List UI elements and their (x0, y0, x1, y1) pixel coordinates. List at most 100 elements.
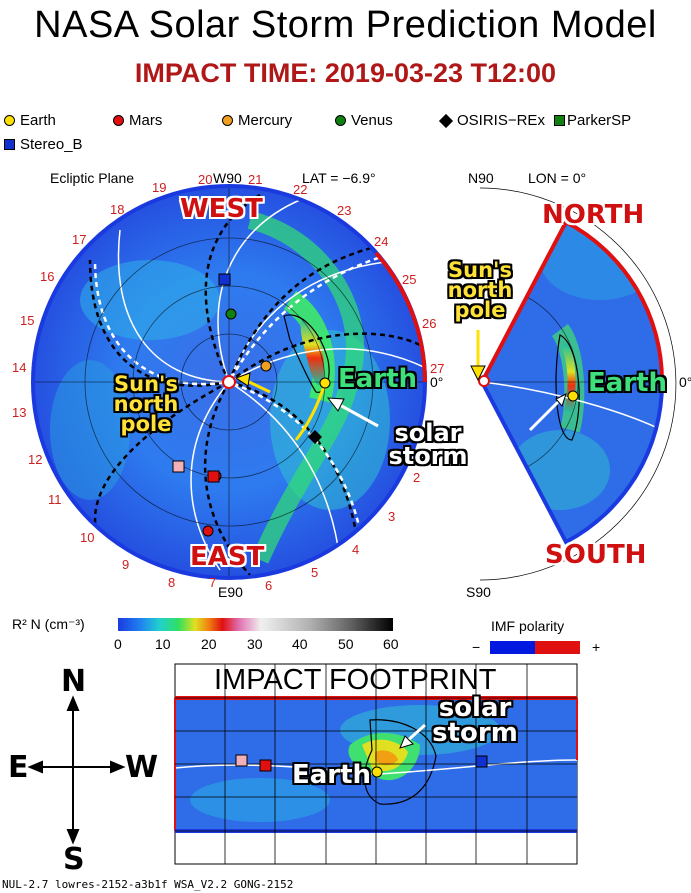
legend-label: Mars (129, 112, 163, 129)
imf-label: IMF polarity (491, 618, 565, 634)
footprint-storm-label: solar storm (432, 693, 518, 748)
tick-label: 1 (412, 450, 420, 465)
legend-parkersp: ParkerSP (554, 112, 631, 129)
sun-icon (222, 375, 236, 389)
colorbar (118, 618, 393, 631)
colorbar-tick: 10 (155, 636, 171, 652)
colorbar-tick: 60 (383, 636, 399, 652)
legend-label: Venus (351, 112, 393, 129)
footprint-earth-label: Earth (292, 760, 372, 790)
footprint-pink-square-icon (235, 754, 248, 767)
legend-label: OSIRIS−REx (457, 112, 545, 129)
ecliptic-plane-label: Ecliptic Plane (50, 170, 135, 186)
tick-label: 19 (152, 180, 167, 195)
tick-label: 18 (110, 202, 125, 217)
ecliptic-zero-label: 0° (430, 374, 444, 390)
ecliptic-top-label: W90 (213, 170, 242, 186)
legend-osiris-rex: OSIRIS−REx (438, 112, 545, 129)
tick-label: 6 (265, 578, 273, 593)
parkersp-marker-icon (554, 115, 565, 126)
compass-icon (27, 695, 126, 845)
venus-icon (225, 308, 237, 320)
legend-earth: Earth (4, 112, 56, 129)
ecliptic-sun-pole-label: Sun's north pole (113, 372, 179, 436)
earth-marker-icon (4, 115, 15, 126)
tick-label: 5 (311, 565, 319, 580)
tick-label: 9 (122, 557, 130, 572)
tick-label: 13 (12, 405, 27, 420)
tick-label: 12 (28, 452, 43, 467)
colorbar-tick: 30 (247, 636, 263, 652)
footprint-title: IMPACT FOOTPRINT (214, 664, 497, 696)
ecliptic-lat-label: LAT = −6.9° (302, 170, 376, 186)
footprint-map (174, 663, 578, 865)
north-label: NORTH (542, 200, 645, 230)
meridional-bottom-label: S90 (466, 584, 491, 600)
tick-label: 11 (48, 492, 62, 507)
tick-label: 16 (40, 269, 55, 284)
legend-stereo-b: Stereo_B (4, 136, 83, 153)
meridional-pole-arrow-icon (470, 365, 486, 382)
west-label: WEST (180, 194, 263, 224)
ecliptic-earth-label: Earth (338, 364, 418, 394)
footprint-earth-icon (371, 766, 383, 778)
sun-pole-arrow-icon (234, 372, 251, 387)
tick-label: 26 (422, 316, 437, 331)
compass-n: N (61, 664, 87, 699)
osiris-rex-icon (308, 430, 322, 444)
imf-minus: − (472, 639, 481, 655)
mars-icon-2 (202, 525, 214, 537)
tick-label: 20 (198, 172, 213, 187)
legend-label: Earth (20, 112, 56, 129)
meridional-lon-label: LON = 0° (528, 170, 587, 186)
footprint-blue-square-icon (475, 755, 488, 768)
ecliptic-storm-label: solar storm (388, 419, 468, 470)
tick-label: 24 (374, 234, 389, 249)
tick-label: 3 (388, 509, 396, 524)
east-label: EAST (190, 542, 265, 572)
tick-label: 21 (248, 172, 263, 187)
footer-text: NUL-2.7 lowres-2152-a3b1f WSA_V2.2 GONG-… (2, 878, 294, 891)
colorbar-tick: 40 (292, 636, 308, 652)
legend-label: Mercury (238, 112, 293, 129)
meridional-top-label: N90 (468, 170, 494, 186)
tick-label: 7 (209, 575, 217, 590)
tick-label: 10 (80, 530, 95, 545)
colorbar-tick: 0 (114, 636, 122, 652)
mars-marker-icon (113, 115, 124, 126)
meridional-zero-label: 0° (679, 374, 691, 390)
tick-label: 8 (168, 575, 176, 590)
storm-arrow-icon (326, 397, 345, 412)
page-title: NASA Solar Storm Prediction Model (34, 4, 657, 46)
footprint-red-square-icon (259, 759, 272, 772)
mercury-icon (260, 360, 272, 372)
ecliptic-bottom-label: E90 (218, 584, 243, 600)
imf-plus: + (592, 639, 601, 655)
compass-w: W (125, 750, 159, 785)
tick-label: 17 (72, 232, 87, 247)
meridional-earth-label: Earth (588, 368, 668, 398)
colorbar-label: R² N (cm⁻³) (12, 616, 85, 632)
legend-label: Stereo_B (20, 136, 83, 153)
colorbar-tick: 50 (338, 636, 354, 652)
tick-label: 2 (413, 470, 421, 485)
parkersp-icon (207, 470, 220, 483)
compass-s: S (63, 842, 85, 877)
tick-label: 27 (430, 361, 445, 376)
earth-icon (319, 377, 331, 389)
tick-label: 4 (352, 542, 360, 557)
tick-label: 23 (337, 203, 352, 218)
mercury-marker-icon (222, 115, 233, 126)
venus-marker-icon (335, 115, 346, 126)
stereo-b-icon (218, 273, 231, 286)
tick-label: 22 (293, 182, 308, 197)
legend-label: ParkerSP (567, 112, 632, 129)
imf-positive-bar (535, 641, 580, 654)
stereo-b-marker-icon (4, 139, 15, 150)
tick-label: 15 (20, 313, 35, 328)
tick-label: 25 (402, 272, 417, 287)
legend-mercury: Mercury (222, 112, 292, 129)
impact-time: IMPACT TIME: 2019-03-23 T12:00 (134, 58, 557, 88)
colorbar-tick: 20 (201, 636, 217, 652)
